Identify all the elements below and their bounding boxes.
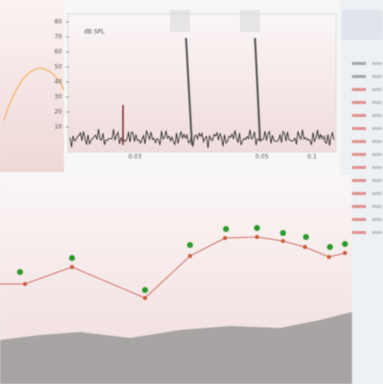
row-value	[372, 75, 382, 78]
row-value	[352, 127, 366, 130]
peak-marker	[187, 242, 193, 248]
row-value	[372, 192, 382, 195]
peak-marker	[342, 241, 348, 247]
left-panel	[0, 0, 64, 172]
point	[343, 251, 347, 255]
peak-marker	[327, 244, 333, 250]
peak-marker	[142, 287, 148, 293]
row-value	[372, 231, 382, 234]
panel-header	[342, 10, 383, 40]
row-value	[372, 179, 382, 182]
point	[327, 255, 331, 259]
row-value	[352, 62, 366, 65]
table-rows	[352, 62, 382, 234]
row-value	[352, 192, 366, 195]
row-value	[372, 101, 382, 104]
noise-floor	[69, 128, 335, 148]
row-value	[352, 231, 366, 234]
row-value	[372, 127, 382, 130]
y-tick-label: 70	[54, 34, 62, 41]
floor-area	[0, 312, 352, 384]
peak-marker	[17, 269, 23, 275]
row-value	[372, 140, 382, 143]
row-value	[372, 114, 382, 117]
row-value	[352, 205, 366, 208]
x-unit: kHz	[318, 135, 329, 142]
x-tick-label: 0.1	[307, 154, 317, 161]
marker	[240, 10, 260, 32]
y-tick-label: 50	[54, 64, 62, 71]
x-tick-label: 0.03	[128, 154, 142, 161]
marker	[170, 10, 190, 32]
row-value	[352, 179, 366, 182]
y-tick-label: 20	[54, 109, 62, 116]
spectrum-graphics: 80 70 60 50 40 30 20 10 0.03 0.05 0.1	[54, 19, 335, 161]
point	[223, 236, 227, 240]
row-value	[372, 62, 382, 65]
row-value	[372, 166, 382, 169]
spike	[185, 37, 193, 146]
spike	[254, 37, 261, 141]
row-value	[372, 205, 382, 208]
row-value	[352, 75, 366, 78]
level-points	[17, 225, 348, 300]
peak-marker	[303, 234, 309, 240]
point	[23, 282, 27, 286]
peak-marker	[280, 230, 286, 236]
row-value	[352, 88, 366, 91]
peak-marker	[69, 255, 75, 261]
row-value	[352, 140, 366, 143]
y-tick-label: 30	[54, 94, 62, 101]
point	[255, 235, 259, 239]
row-value	[352, 166, 366, 169]
point	[303, 245, 307, 249]
peak-marker	[223, 226, 229, 232]
row-value	[372, 88, 382, 91]
point	[281, 239, 285, 243]
point	[143, 296, 147, 300]
row-value	[352, 153, 366, 156]
y-tick-label: 80	[54, 19, 62, 26]
row-value	[372, 218, 382, 221]
row-value	[352, 101, 366, 104]
y-unit: dB SPL	[84, 29, 105, 36]
level-curve	[3, 67, 65, 121]
y-tick-label: 10	[54, 124, 62, 131]
point	[188, 254, 192, 258]
row-value	[372, 153, 382, 156]
row-value	[352, 114, 366, 117]
spectrum-panel	[67, 13, 337, 153]
peak-marker	[254, 225, 260, 231]
y-tick-label: 40	[54, 79, 62, 86]
row-value	[352, 218, 366, 221]
point	[70, 265, 74, 269]
x-tick-label: 0.05	[255, 154, 269, 161]
y-tick-label: 60	[54, 49, 62, 56]
